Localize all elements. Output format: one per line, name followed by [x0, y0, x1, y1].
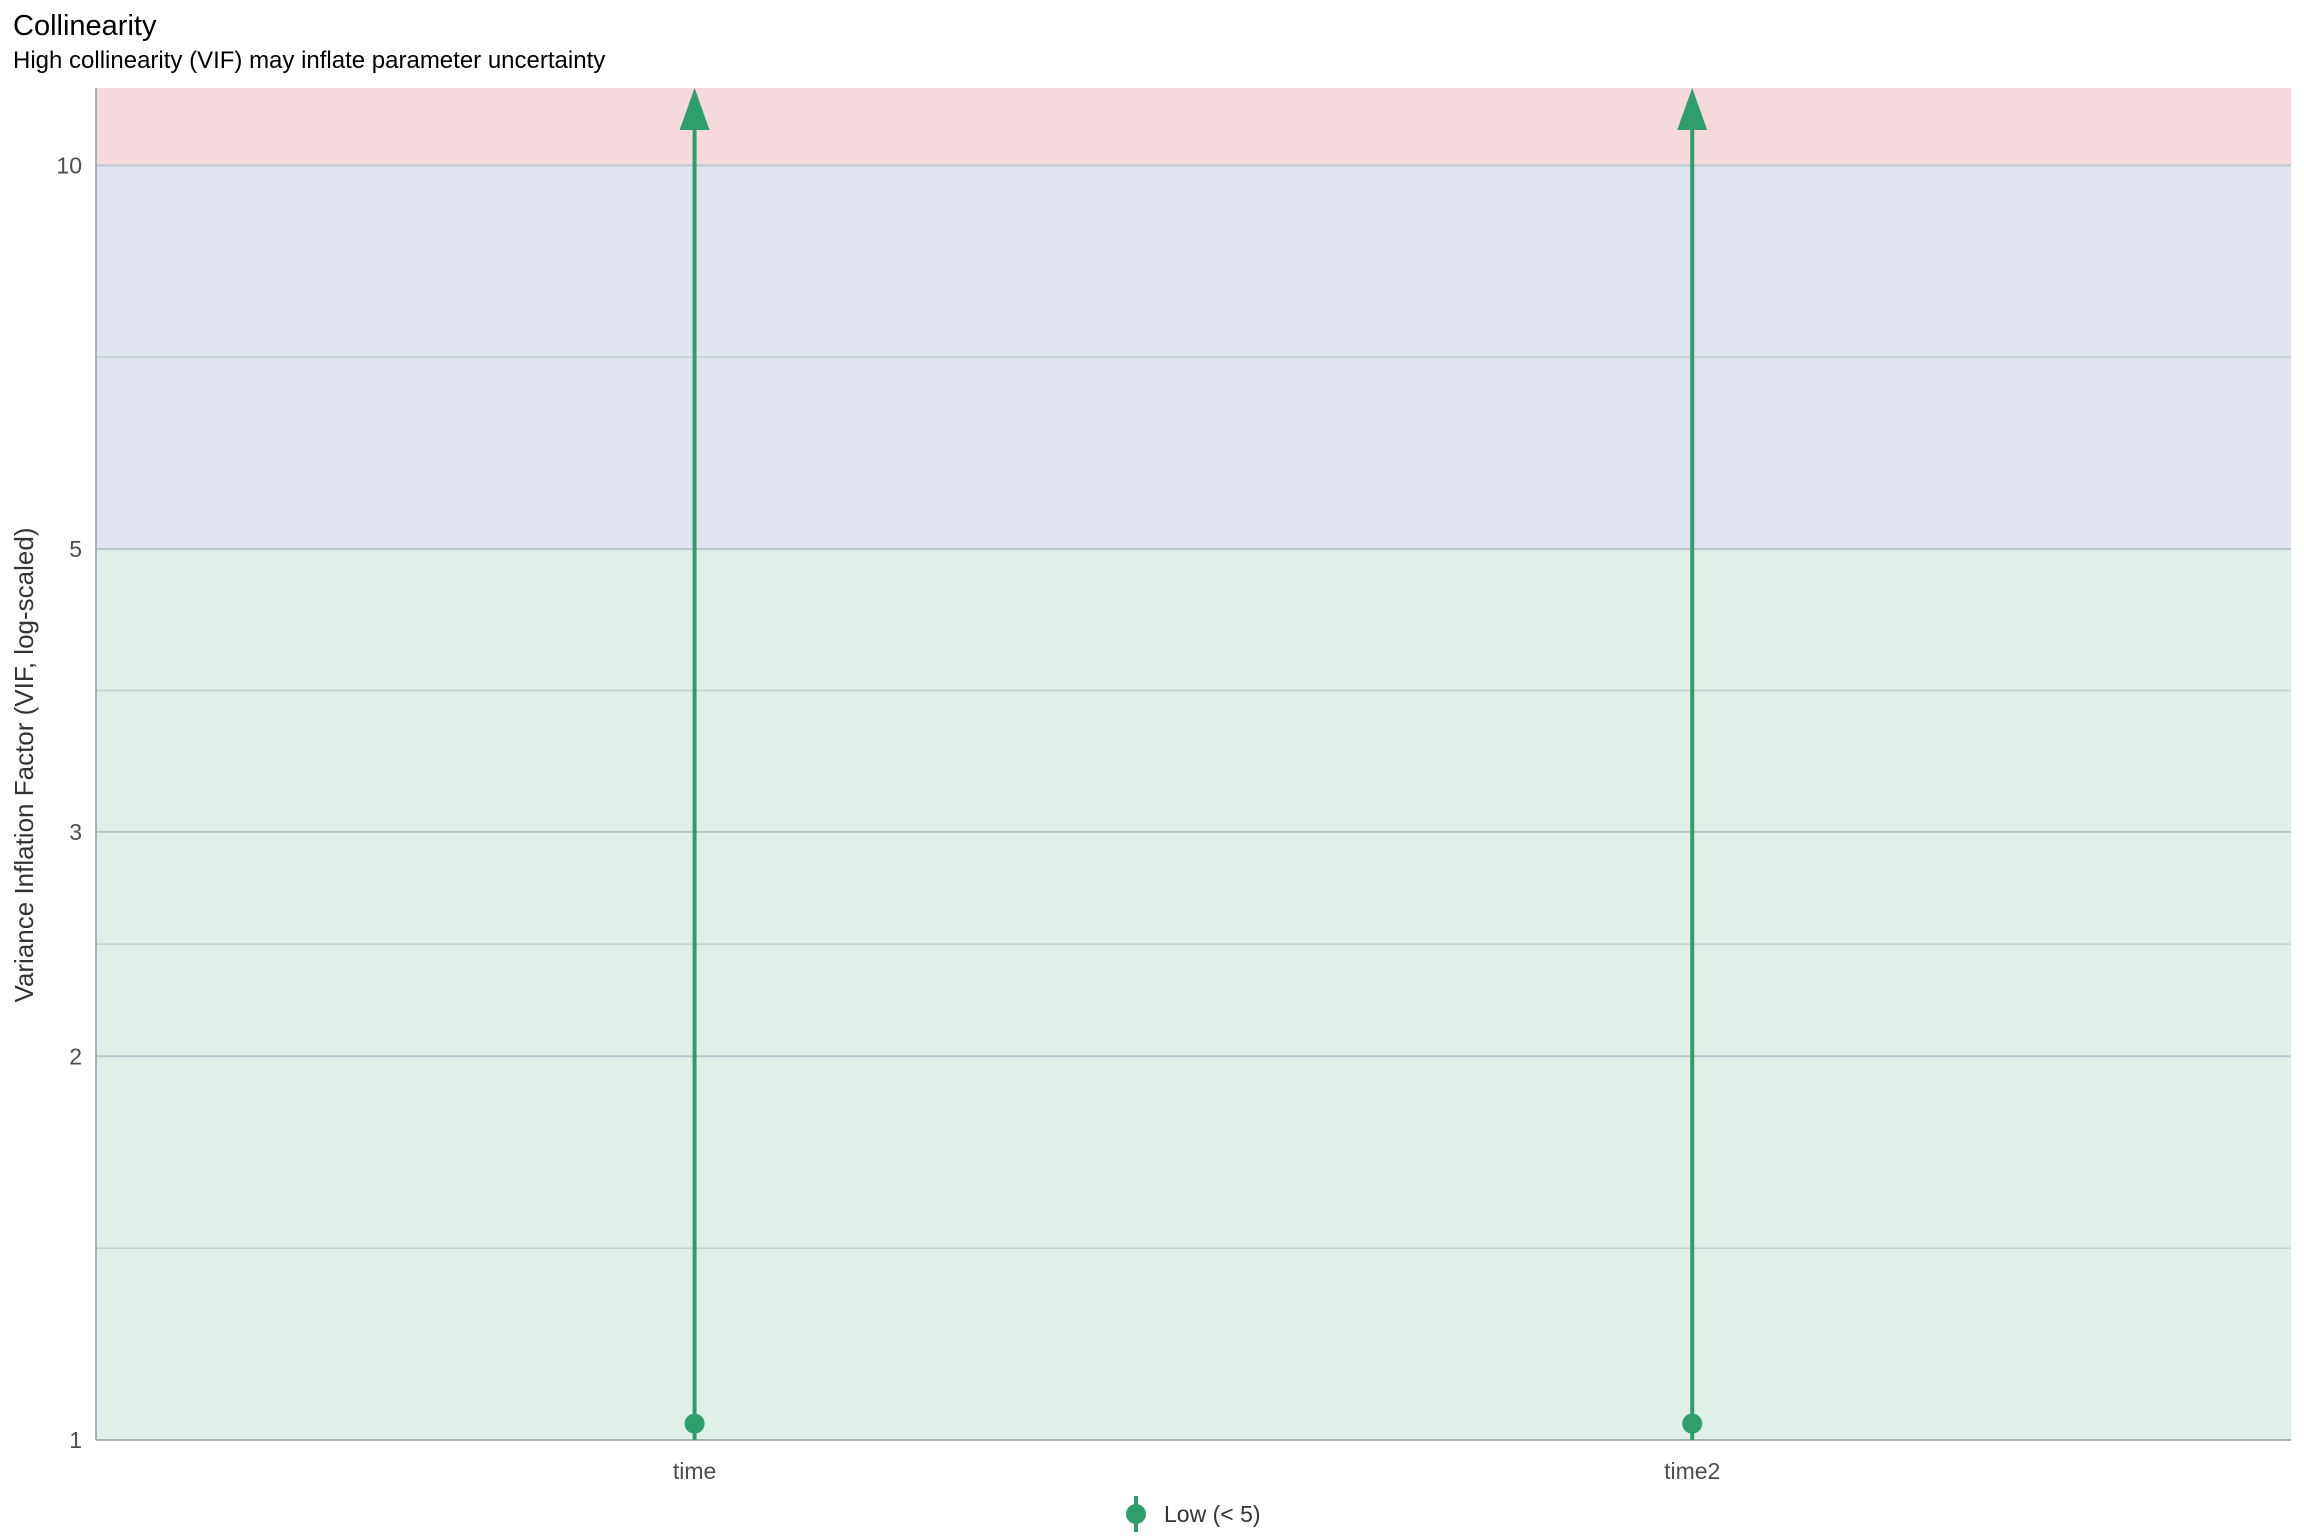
- y-tick-label: 10: [56, 152, 82, 178]
- legend: Low (< 5): [1126, 1496, 1261, 1532]
- axes: 1 2 3 5 10 time time2: [56, 88, 2291, 1484]
- y-axis-label: Variance Inflation Factor (VIF, log-scal…: [9, 528, 39, 1003]
- data-marks: [679, 88, 1708, 1440]
- legend-key-dot: [1126, 1504, 1146, 1524]
- y-tick-label: 2: [69, 1043, 82, 1069]
- band-0: [96, 549, 2291, 1440]
- vif-point: [1682, 1413, 1703, 1434]
- band-2: [96, 88, 2291, 166]
- vif-point: [684, 1413, 705, 1434]
- chart-title: Collinearity: [13, 10, 157, 42]
- threshold-bands: [96, 88, 2291, 1440]
- ci-arrowhead: [1677, 88, 1708, 130]
- y-tick-label: 5: [69, 536, 82, 562]
- legend-label: Low (< 5): [1164, 1501, 1261, 1527]
- y-tick-label: 1: [69, 1427, 82, 1453]
- ci-arrowhead: [679, 88, 710, 130]
- x-tick-label: time: [673, 1458, 716, 1484]
- y-tick-label: 3: [69, 819, 82, 845]
- x-tick-label: time2: [1664, 1458, 1720, 1484]
- chart-subtitle: High collinearity (VIF) may inflate para…: [13, 47, 606, 74]
